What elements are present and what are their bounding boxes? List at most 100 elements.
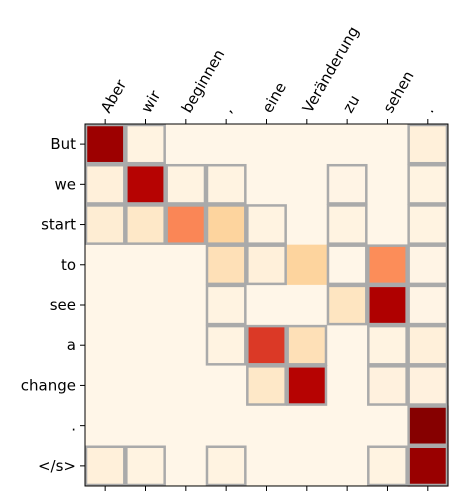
heatmap-cell-r4-c0 bbox=[85, 284, 126, 326]
highlight-box-r2-c2 bbox=[165, 204, 207, 245]
heatmap-cell-r6-c4 bbox=[246, 365, 288, 407]
heatmap-cell-r8-c6 bbox=[326, 445, 368, 487]
highlight-box-r4-c8 bbox=[407, 284, 449, 326]
highlight-box-r3-c3 bbox=[205, 244, 247, 286]
heatmap-cell-r1-c0 bbox=[85, 164, 126, 206]
heatmap-cell-r8-c0 bbox=[85, 445, 126, 487]
heatmap-cell-r2-c5 bbox=[286, 204, 328, 246]
heatmap-cell-r6-c6 bbox=[326, 365, 368, 407]
highlight-box-r1-c0 bbox=[84, 163, 126, 205]
y-tick-label-0: But bbox=[50, 135, 76, 153]
heatmap-cell-r5-c6 bbox=[326, 325, 368, 366]
highlight-box-r5-c7 bbox=[367, 324, 408, 366]
highlight-box-r6-c8 bbox=[407, 365, 449, 406]
heatmap-cell-r3-c4 bbox=[246, 244, 288, 286]
heatmap-cell-r7-c8 bbox=[407, 405, 449, 447]
x-tick-label-0: Aber bbox=[97, 76, 131, 116]
highlight-box-r2-c1 bbox=[125, 204, 166, 245]
highlight-box-r2-c8 bbox=[407, 204, 449, 245]
heatmap-cell-r3-c0 bbox=[85, 244, 126, 286]
heatmap-cell-r0-c6 bbox=[326, 124, 368, 165]
highlight-box-r3-c6 bbox=[326, 244, 368, 286]
heatmap-cell-r3-c6 bbox=[326, 244, 368, 286]
heatmap-cell-r5-c7 bbox=[367, 325, 409, 366]
heatmap-cell-r4-c4 bbox=[246, 284, 288, 326]
highlight-box-r8-c8 bbox=[407, 445, 449, 487]
highlight-box-r5-c8 bbox=[407, 324, 449, 366]
heatmap-cell-r0-c0 bbox=[85, 124, 126, 165]
highlight-box-r0-c1 bbox=[125, 123, 166, 165]
heatmap-cell-r1-c8 bbox=[407, 164, 449, 206]
highlight-box-r1-c6 bbox=[326, 163, 368, 205]
highlight-box-r8-c1 bbox=[125, 445, 166, 487]
heatmap-cell-r4-c2 bbox=[165, 284, 207, 326]
heatmap-cell-r3-c8 bbox=[407, 244, 449, 286]
heatmap-cell-r8-c4 bbox=[246, 445, 288, 487]
highlight-box-r3-c8 bbox=[407, 244, 449, 286]
heatmap-cell-r0-c8 bbox=[407, 124, 449, 165]
heatmap-cells bbox=[85, 124, 449, 487]
heatmap-cell-r6-c8 bbox=[407, 365, 449, 407]
y-tick-label-8: </s> bbox=[38, 457, 76, 475]
x-tick-label-4: eine bbox=[258, 79, 290, 116]
y-tick-label-4: see bbox=[50, 296, 76, 314]
heatmap-cell-r5-c2 bbox=[165, 325, 207, 366]
x-tick-label-1: wir bbox=[137, 87, 164, 116]
heatmap-cell-r7-c5 bbox=[286, 405, 328, 447]
heatmap-cell-r6-c1 bbox=[125, 365, 167, 407]
heatmap-cell-r0-c7 bbox=[367, 124, 409, 165]
highlight-box-r2-c6 bbox=[326, 204, 368, 245]
heatmap-cell-r6-c0 bbox=[85, 365, 126, 407]
highlight-box-r1-c2 bbox=[165, 163, 207, 205]
heatmap-cell-r5-c0 bbox=[85, 325, 126, 366]
heatmap-cell-r3-c2 bbox=[165, 244, 207, 286]
heatmap-cell-r4-c6 bbox=[326, 284, 368, 326]
highlight-box-r4-c3 bbox=[205, 284, 247, 326]
highlight-box-r5-c4 bbox=[246, 324, 287, 366]
heatmap-cell-r3-c7 bbox=[367, 244, 409, 286]
heatmap-cell-r7-c2 bbox=[165, 405, 207, 447]
heatmap-cell-r7-c6 bbox=[326, 405, 368, 447]
highlight-box-r5-c5 bbox=[286, 324, 328, 366]
heatmap-cell-r8-c1 bbox=[125, 445, 167, 487]
heatmap-cell-r2-c7 bbox=[367, 204, 409, 246]
heatmap-cell-r2-c1 bbox=[125, 204, 167, 246]
heatmap-cell-r7-c3 bbox=[205, 405, 247, 447]
heatmap-cell-r8-c3 bbox=[205, 445, 247, 487]
heatmap-cell-r2-c8 bbox=[407, 204, 449, 246]
heatmap-cell-r7-c4 bbox=[246, 405, 288, 447]
highlight-box-r4-c6 bbox=[326, 284, 368, 326]
highlight-borders bbox=[84, 123, 449, 487]
heatmap-cell-r3-c1 bbox=[125, 244, 167, 286]
y-tick-label-5: a bbox=[67, 336, 76, 354]
heatmap-cell-r7-c1 bbox=[125, 405, 167, 447]
y-axis-ticks: But we start to see a change. </s> bbox=[21, 135, 85, 475]
x-tick-label-7: sehen bbox=[379, 68, 417, 116]
heatmap-cell-r0-c5 bbox=[286, 124, 328, 165]
heatmap-cell-r5-c4 bbox=[246, 325, 288, 366]
highlight-box-r8-c0 bbox=[84, 445, 126, 487]
highlight-box-r2-c3 bbox=[205, 204, 247, 245]
highlight-box-r3-c7 bbox=[367, 244, 408, 286]
highlight-box-r6-c7 bbox=[367, 365, 408, 406]
heatmap-cell-r4-c3 bbox=[205, 284, 247, 326]
heatmap-cell-r8-c7 bbox=[367, 445, 409, 487]
heatmap-cell-r2-c0 bbox=[85, 204, 126, 246]
highlight-box-r1-c1 bbox=[125, 163, 166, 205]
heatmap-cell-r6-c2 bbox=[165, 365, 207, 407]
highlight-box-r7-c8 bbox=[407, 405, 449, 447]
highlight-box-r0-c0 bbox=[84, 123, 126, 165]
heatmap-cell-r5-c1 bbox=[125, 325, 167, 366]
highlight-box-r8-c3 bbox=[205, 445, 247, 487]
heatmap-cell-r4-c5 bbox=[286, 284, 328, 326]
heatmap-cell-r5-c8 bbox=[407, 325, 449, 366]
x-tick-label-6: zu bbox=[339, 92, 363, 116]
heatmap-cell-r4-c8 bbox=[407, 284, 449, 326]
highlight-box-r2-c4 bbox=[246, 204, 287, 245]
y-tick-label-1: we bbox=[55, 175, 77, 193]
highlight-box-r1-c3 bbox=[205, 163, 247, 205]
heatmap-cell-r4-c7 bbox=[367, 284, 409, 326]
x-tick-label-8: . bbox=[420, 103, 438, 116]
heatmap-cell-r7-c0 bbox=[85, 405, 126, 447]
